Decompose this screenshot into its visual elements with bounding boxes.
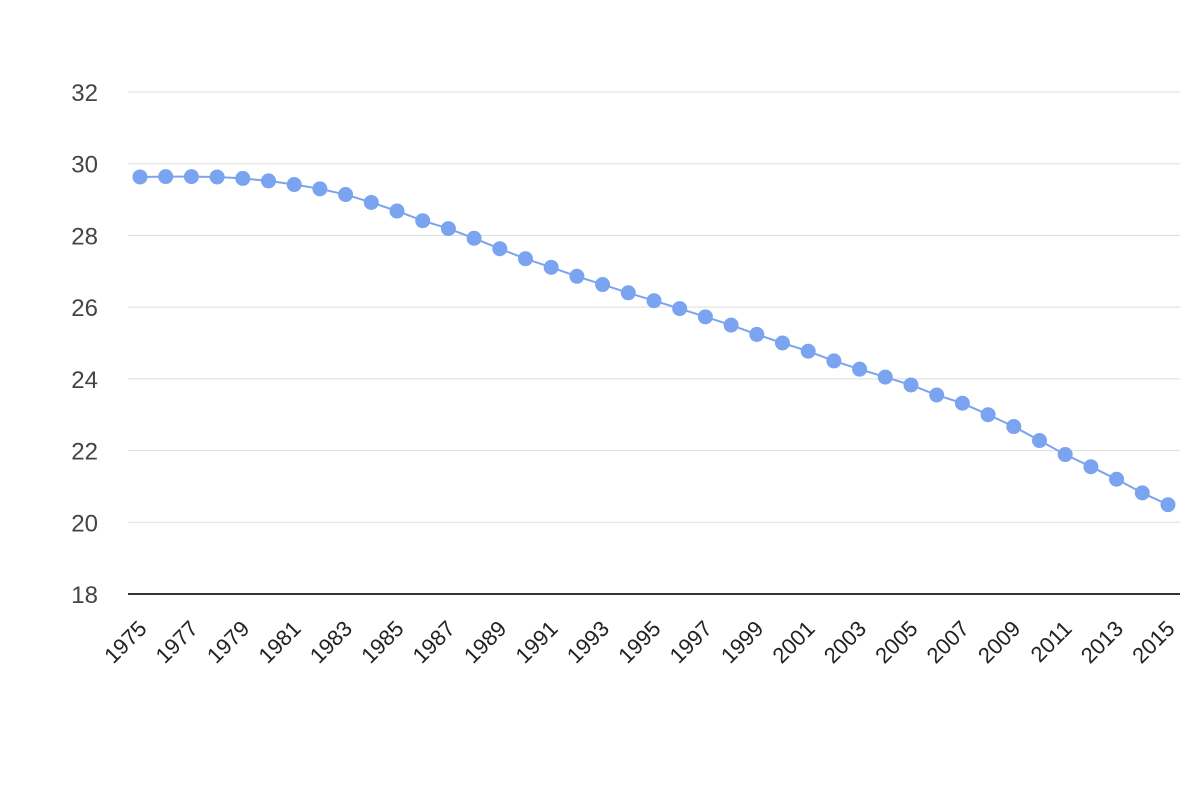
data-point-2000[interactable] [775, 335, 790, 351]
x-tick-label: 2009 [973, 616, 1025, 668]
data-point-1985[interactable] [389, 203, 405, 219]
data-point-1975[interactable] [132, 169, 148, 185]
data-point-1992[interactable] [569, 268, 585, 284]
data-point-1976[interactable] [158, 169, 174, 185]
data-point-1979[interactable] [235, 170, 251, 186]
data-point-2006[interactable] [929, 387, 945, 403]
x-tick-label: 1989 [459, 616, 511, 668]
y-tick-label: 24 [71, 367, 98, 394]
x-tick-label: 1983 [305, 616, 357, 668]
data-point-1983[interactable] [338, 187, 354, 203]
data-point-2007[interactable] [954, 395, 970, 411]
data-point-2012[interactable] [1083, 459, 1099, 475]
x-tick-label: 1991 [510, 616, 562, 668]
data-point-1991[interactable] [543, 259, 559, 275]
series-line [139, 175, 1169, 506]
data-point-1990[interactable] [518, 251, 533, 267]
data-point-1980[interactable] [261, 173, 276, 189]
data-point-1982[interactable] [312, 181, 328, 197]
x-tick-label: 2005 [870, 616, 922, 668]
data-point-2005[interactable] [903, 377, 919, 393]
x-tick-label: 2003 [819, 616, 871, 668]
data-point-1981[interactable] [286, 177, 302, 193]
data-point-1977[interactable] [183, 169, 199, 185]
data-point-2009[interactable] [1006, 419, 1022, 435]
data-point-2013[interactable] [1109, 471, 1125, 487]
data-point-2008[interactable] [980, 407, 996, 423]
data-point-2015[interactable] [1160, 497, 1176, 513]
data-point-1989[interactable] [492, 241, 508, 257]
x-tick-label: 2013 [1076, 616, 1128, 668]
y-tick-label: 26 [71, 295, 98, 322]
data-point-1986[interactable] [415, 213, 431, 229]
gridlines [128, 91, 1180, 523]
data-series [132, 169, 1176, 513]
x-tick-label: 1995 [613, 616, 665, 668]
y-tick-label: 22 [71, 439, 98, 466]
x-tick-label: 2011 [1026, 616, 1077, 667]
y-axis-tick-labels: 18 20 22 24 26 28 30 32 [71, 80, 98, 609]
x-tick-label: 2001 [767, 616, 819, 668]
x-tick-label: 1977 [151, 616, 203, 668]
data-point-1978[interactable] [209, 169, 225, 185]
y-tick-label: 28 [71, 223, 98, 250]
data-point-1987[interactable] [440, 221, 456, 237]
data-point-1999[interactable] [749, 326, 765, 342]
data-point-2001[interactable] [800, 343, 816, 359]
data-point-1993[interactable] [595, 277, 611, 293]
data-point-2010[interactable] [1032, 433, 1047, 449]
data-point-2011[interactable] [1057, 447, 1073, 463]
data-point-2003[interactable] [852, 361, 868, 377]
x-tick-label: 1985 [356, 616, 408, 668]
data-point-1997[interactable] [697, 309, 713, 325]
data-point-2014[interactable] [1134, 485, 1150, 501]
x-tick-label: 1993 [562, 616, 614, 668]
x-tick-label: 1997 [665, 616, 717, 668]
x-tick-label: 2015 [1127, 616, 1179, 668]
data-point-1984[interactable] [363, 194, 379, 210]
data-point-1998[interactable] [723, 317, 739, 333]
x-axis-tick-labels: 1975 1977 1979 1981 1983 1985 1987 1989 1991 1993… [99, 616, 1179, 668]
data-point-1996[interactable] [672, 301, 688, 317]
data-point-1995[interactable] [646, 293, 662, 309]
x-tick-label: 1979 [202, 616, 254, 668]
x-tick-label: 1987 [408, 616, 460, 668]
y-tick-label: 32 [71, 80, 98, 107]
x-tick-label: 2007 [922, 616, 974, 668]
x-tick-label: 1975 [99, 616, 151, 668]
x-tick-label: 1981 [253, 616, 305, 668]
data-point-2002[interactable] [826, 353, 842, 369]
x-tick-label: 1999 [716, 616, 768, 668]
y-tick-label: 30 [71, 152, 98, 179]
data-point-1994[interactable] [620, 285, 636, 301]
data-point-2004[interactable] [877, 369, 893, 385]
y-tick-label: 18 [71, 582, 98, 609]
y-tick-label: 20 [71, 510, 98, 537]
data-point-1988[interactable] [466, 230, 482, 246]
